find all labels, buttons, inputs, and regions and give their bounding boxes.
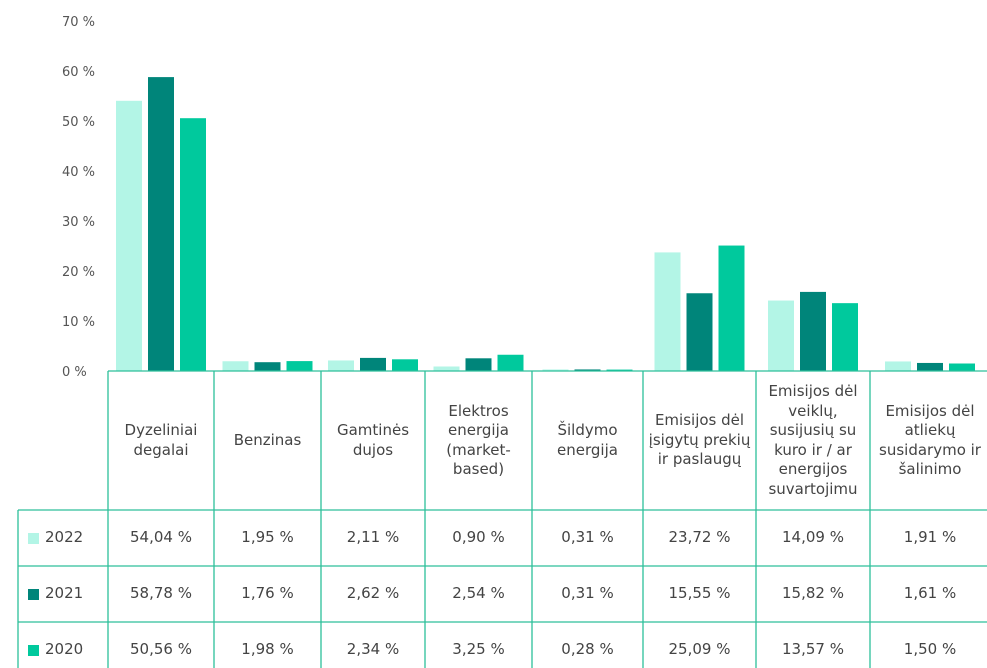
legend-entry: 2021 [18,566,108,622]
table-cell: 3,25 % [452,640,505,659]
legend-swatch [28,588,39,600]
bar [606,369,633,371]
table-cell: 14,09 % [782,528,844,547]
table-cell: 0,31 % [561,528,614,547]
bar [574,369,601,371]
bar [180,118,206,371]
table-cell: 1,76 % [241,584,294,603]
bar [917,362,943,371]
table-cell: 50,56 % [130,640,192,659]
legend-label: 2020 [45,640,84,659]
legend-entry: 2020 [18,622,108,668]
bar [254,362,281,371]
category-label: Emisijos dėl atliekų susidarymo ir šalin… [879,401,981,479]
table-cell: 2,34 % [346,640,400,659]
y-tick-label: 60 % [62,65,95,80]
table-cell: 1,50 % [903,640,957,659]
table-cell: 2,62 % [346,584,400,603]
table-cell: 25,09 % [668,640,731,659]
y-tick-label: 40 % [62,165,95,180]
table-cell: 15,82 % [782,584,844,603]
bar [885,361,911,371]
table-cell: 15,55 % [668,584,731,603]
bar [542,369,569,371]
legend-swatch [28,532,39,544]
bar [800,291,826,371]
y-tick-label: 10 % [62,315,95,330]
bar [768,300,794,371]
bar [392,359,418,371]
table-cell: 58,78 % [130,584,192,603]
table-cell: 1,91 % [903,528,957,547]
category-label: Šildymo energija [557,421,618,459]
category-label: Dyzeliniai degalai [124,421,198,459]
y-tick-label: 30 % [62,215,95,230]
table-cell: 2,11 % [346,528,400,547]
y-tick-label: 70 % [62,15,95,30]
table-cell: 13,57 % [782,640,844,659]
table-cell: 1,98 % [241,640,294,659]
legend-entry: 2022 [18,510,108,566]
category-label: Emisijos dėl veiklų, susijusių su kuro i… [768,382,858,498]
bar [328,360,354,371]
legend-label: 2022 [45,528,84,547]
bar [832,303,858,371]
bar [654,252,681,371]
table-cell: 0,31 % [561,584,614,603]
y-tick-label: 0 % [62,365,87,380]
table-cell: 1,61 % [903,584,957,603]
y-tick-label: 20 % [62,265,95,280]
table-cell: 0,90 % [452,528,505,547]
bar [686,293,713,371]
bar [433,366,460,371]
bar [497,354,524,371]
bar [148,77,174,371]
bar [116,100,142,372]
legend-label: 2021 [45,584,84,603]
legend-swatch [28,644,39,656]
table-cell: 1,95 % [241,528,294,547]
table-cell: 54,04 % [130,528,192,547]
category-label: Gamtinės dujos [336,421,410,459]
bar [222,361,249,371]
category-label: Emisijos dėl įsigytų prekių ir paslaugų [648,411,751,469]
bar [949,363,975,371]
bar [718,245,745,371]
bar [465,358,492,371]
category-label: Benzinas [233,430,302,449]
bar [286,361,313,371]
table-cell: 0,28 % [561,640,614,659]
bar [360,357,386,371]
table-cell: 23,72 % [668,528,731,547]
category-label: Elektros energija (market-based) [446,401,511,479]
table-cell: 2,54 % [452,584,505,603]
y-tick-label: 50 % [62,115,95,130]
